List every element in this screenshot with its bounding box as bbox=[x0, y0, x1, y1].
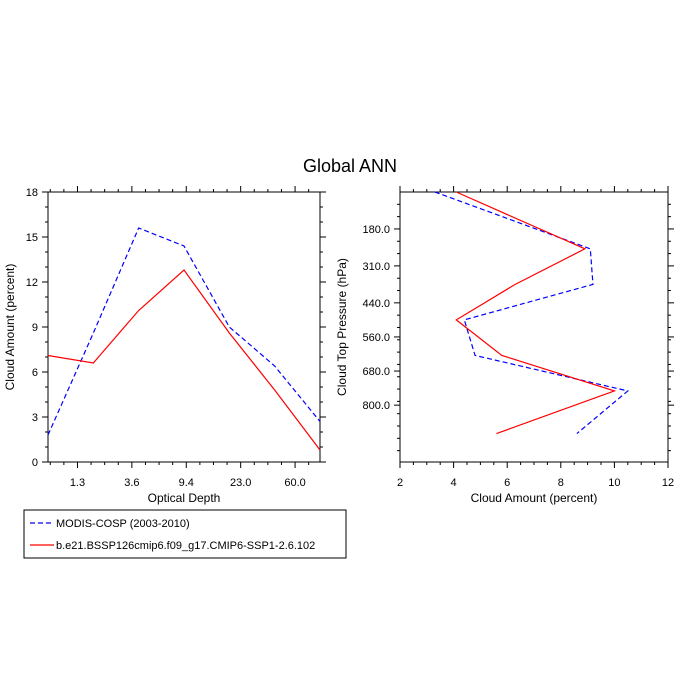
x-tick-label-9-4: 9.4 bbox=[179, 477, 194, 489]
x-tick-label-23-0: 23.0 bbox=[230, 477, 251, 489]
y-tick-label-12: 12 bbox=[26, 277, 38, 289]
legend-label-model: b.e21.BSSP126cmip6.f09_g17.CMIP6-SSP1-2.… bbox=[56, 540, 315, 552]
x-tick-label-4: 4 bbox=[451, 477, 457, 489]
y-tick-label-15: 15 bbox=[26, 232, 38, 244]
y-tick-label-310-0: 310.0 bbox=[362, 261, 390, 273]
profile-line-modis bbox=[434, 191, 630, 435]
legend: MODIS-COSP (2003-2010) b.e21.BSSP126cmip… bbox=[23, 509, 347, 559]
legend-entry-modis: MODIS-COSP (2003-2010) bbox=[30, 518, 190, 530]
figure-title: Global ANN bbox=[303, 156, 397, 176]
x-tick-label-10: 10 bbox=[608, 477, 620, 489]
y-tick-label-9: 9 bbox=[32, 322, 38, 334]
x-tick-label-6: 6 bbox=[504, 477, 510, 489]
y-tick-label-180-0: 180.0 bbox=[362, 224, 390, 236]
y-tick-label-3: 3 bbox=[32, 412, 38, 424]
x-axis-label: Cloud Amount (percent) bbox=[471, 491, 598, 505]
y-tick-label-680-0: 680.0 bbox=[362, 366, 390, 378]
series-line-modis bbox=[47, 227, 321, 436]
optical-depth-panel: 0 3 6 9 12 15 18 1.3 3.6 9.4 23.0 60.0 Optical Depth… bbox=[3, 186, 326, 505]
y-axis-label: Cloud Top Pressure (hPa) bbox=[335, 258, 349, 396]
y-tick-label-800-0: 800.0 bbox=[362, 400, 390, 412]
x-tick-label-60-0: 60.0 bbox=[284, 477, 305, 489]
y-tick-label-0: 0 bbox=[32, 457, 38, 469]
x-tick-label-1-3: 1.3 bbox=[70, 477, 85, 489]
legend-frame bbox=[23, 509, 347, 559]
legend-label-modis: MODIS-COSP (2003-2010) bbox=[56, 518, 190, 530]
profile-line-model bbox=[455, 191, 617, 435]
y-tick-label-560-0: 560.0 bbox=[362, 332, 390, 344]
x-tick-label-2: 2 bbox=[397, 477, 403, 489]
x-tick-label-8: 8 bbox=[558, 477, 564, 489]
y-tick-label-18: 18 bbox=[26, 187, 38, 199]
cloud-top-pressure-panel: 180.0 310.0 440.0 560.0 680.0 800.0 2 4 6 8 10 12 Cl… bbox=[335, 186, 674, 505]
x-tick-label-3-6: 3.6 bbox=[124, 477, 139, 489]
y-tick-label-6: 6 bbox=[32, 367, 38, 379]
y-tick-label-440-0: 440.0 bbox=[362, 298, 390, 310]
series-line-model bbox=[47, 269, 321, 451]
y-axis-label: Cloud Amount (percent) bbox=[3, 264, 17, 391]
x-tick-label-12: 12 bbox=[662, 477, 674, 489]
x-axis-label: Optical Depth bbox=[148, 491, 221, 505]
legend-entry-model: b.e21.BSSP126cmip6.f09_g17.CMIP6-SSP1-2.… bbox=[30, 540, 315, 552]
plot-frame bbox=[47, 191, 321, 463]
plot-frame bbox=[399, 191, 669, 463]
